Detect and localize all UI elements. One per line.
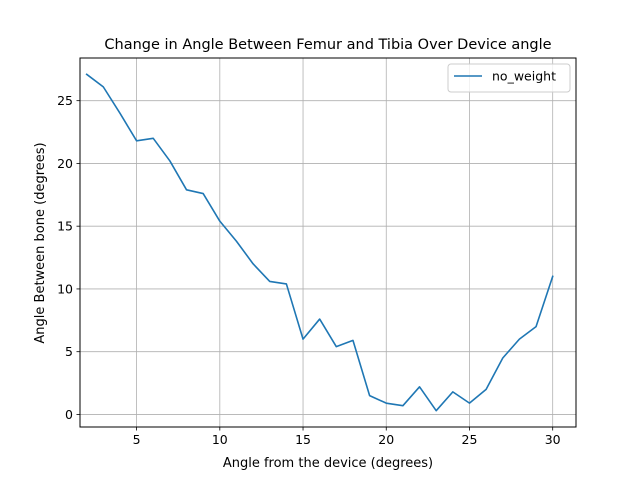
data-point <box>86 73 88 75</box>
data-point <box>236 240 238 242</box>
data-point <box>502 357 504 359</box>
grid-lines <box>80 58 576 427</box>
data-point <box>435 410 437 412</box>
legend-box <box>447 63 571 93</box>
data-point <box>419 386 421 388</box>
data-point <box>352 339 354 341</box>
x-tick-label: 25 <box>462 432 478 447</box>
x-axis-label: Angle from the device (degrees) <box>223 456 433 471</box>
data-point <box>252 263 254 265</box>
data-point <box>469 402 471 404</box>
data-point <box>169 160 171 162</box>
data-point <box>535 326 537 328</box>
data-point <box>186 189 188 191</box>
data-point <box>485 388 487 390</box>
series-layer <box>85 73 554 412</box>
chart-title: Change in Angle Between Femur and Tibia … <box>104 37 551 53</box>
x-tick-label: 15 <box>295 432 311 447</box>
y-tick-label: 5 <box>65 344 73 359</box>
data-point <box>335 346 337 348</box>
y-tick-label: 25 <box>57 93 73 108</box>
data-point <box>102 86 104 88</box>
x-tick-label: 20 <box>378 432 394 447</box>
data-point <box>219 220 221 222</box>
data-point <box>402 405 404 407</box>
legend-label: no_weight <box>492 69 556 84</box>
y-tick-label: 0 <box>65 407 73 422</box>
legend: no_weight <box>447 63 571 93</box>
y-tick-label: 20 <box>57 156 73 171</box>
data-point <box>269 281 271 283</box>
data-point <box>285 283 287 285</box>
x-tick-label: 5 <box>133 432 141 447</box>
y-tick-label: 15 <box>57 219 73 234</box>
plot-frame <box>79 57 577 428</box>
x-tick-label: 30 <box>545 432 561 447</box>
series-line-no_weight <box>85 73 554 412</box>
data-point <box>385 402 387 404</box>
y-tick-label: 10 <box>57 281 73 296</box>
data-point <box>136 140 138 142</box>
data-point <box>452 391 454 393</box>
x-tick-label: 10 <box>212 432 228 447</box>
data-point <box>369 395 371 397</box>
axis-ticks: 5 10 15 20 25 30 0 5 10 15 20 25 <box>57 93 561 447</box>
data-point <box>152 137 154 139</box>
data-point <box>202 193 204 195</box>
data-point <box>319 318 321 320</box>
data-point <box>119 112 121 114</box>
data-point <box>519 338 521 340</box>
data-point <box>552 275 554 277</box>
data-point <box>302 338 304 340</box>
y-axis-label: Angle Between bone (degrees) <box>33 142 48 343</box>
